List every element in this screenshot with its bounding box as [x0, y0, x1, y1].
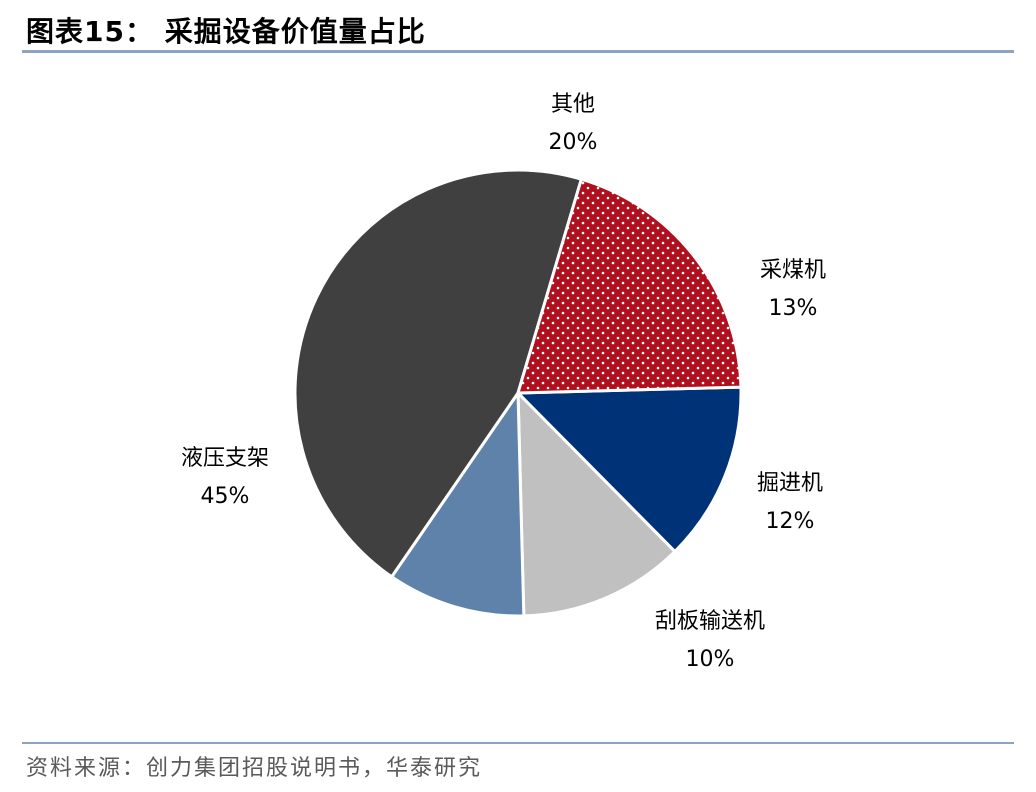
- slice-label-2: 掘进机: [757, 471, 823, 496]
- slice-percent-1: 13%: [769, 296, 818, 321]
- slice-percent-2: 12%: [766, 509, 815, 534]
- slice-label-1: 采煤机: [760, 258, 826, 283]
- title-divider: [22, 50, 1014, 53]
- slice-percent-4: 45%: [201, 484, 250, 509]
- pie-slices: [293, 168, 743, 618]
- slice-label-3: 刮板输送机: [655, 609, 765, 634]
- pie-slice-3: [390, 391, 526, 618]
- pie-labels: 采煤机 13% 掘进机 12% 刮板输送机 10% 液压支架 45% 其他 20%: [181, 92, 826, 672]
- pie-slice-1: [516, 385, 743, 554]
- pie-slice-4: [293, 168, 583, 579]
- slice-percent-3: 10%: [686, 647, 735, 672]
- slice-label-4: 液压支架: [181, 446, 269, 471]
- source-note: 资料来源：创力集团招股说明书，华泰研究: [26, 756, 483, 781]
- pie-slice-2: [516, 391, 677, 618]
- slice-percent-5: 20%: [549, 130, 598, 155]
- slice-label-5: 其他: [551, 92, 595, 117]
- pie-slice-5: [516, 177, 743, 395]
- footer-divider: [22, 742, 1014, 744]
- chart-title: 图表15： 采掘设备价值量占比: [26, 15, 426, 48]
